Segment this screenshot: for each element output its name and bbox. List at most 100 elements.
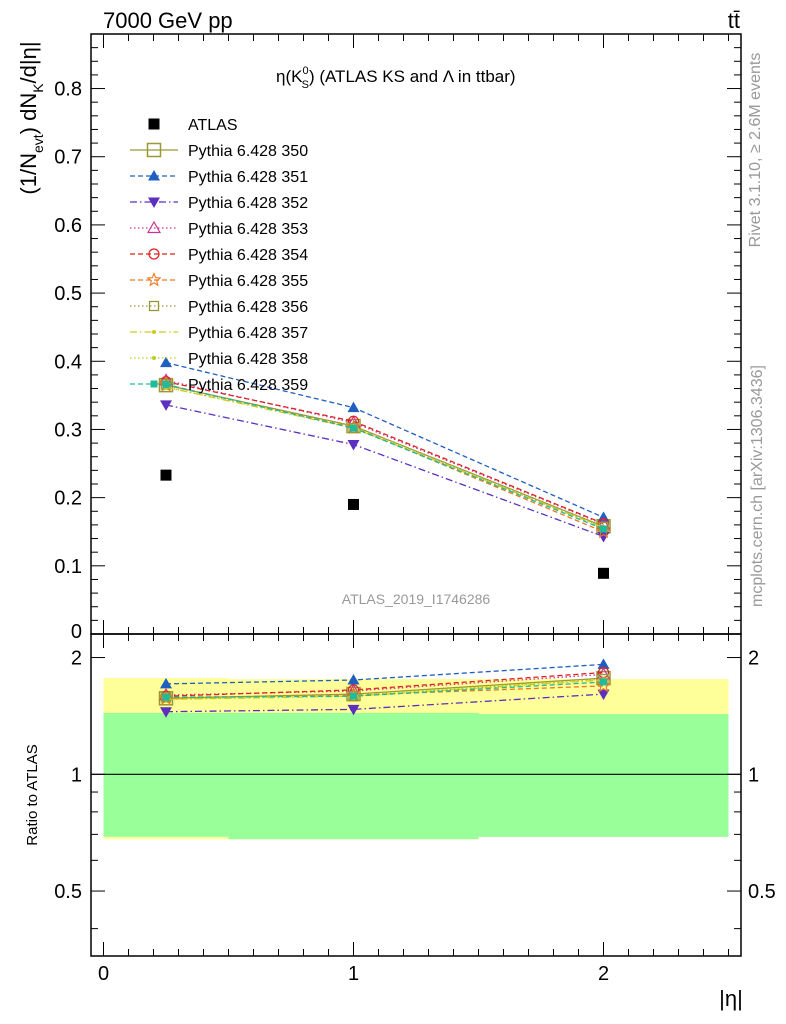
- ratio-series-352: [160, 689, 610, 718]
- legend-label: Pythia 6.428 357: [188, 325, 308, 342]
- ratio-point: [160, 707, 172, 718]
- legend-label: Pythia 6.428 350: [188, 143, 308, 160]
- band-green: [478, 714, 729, 837]
- legend-label: Pythia 6.428 356: [188, 299, 308, 316]
- ratio-panel: 0.5 0.5 1 1 2 2 0 1 2 Ratio to ATLAS |η|: [24, 633, 776, 1011]
- ratio-point: [597, 658, 610, 669]
- data-point: [347, 439, 360, 451]
- ratio-point: [347, 674, 360, 685]
- header-process: tt̄: [728, 8, 740, 33]
- legend-entry: Pythia 6.428 352: [130, 195, 308, 212]
- ratio-line: [165, 693, 604, 713]
- legend-label: ATLAS: [188, 117, 238, 134]
- ratio-series-359: [162, 678, 607, 701]
- legend-marker: [152, 356, 156, 360]
- main-panel: 0.1 0.2 0.3 0.4 0.5 0.6 0.7 0.8 0 η(K0 S) (ATLAS …: [16, 33, 742, 643]
- series-atlas: [160, 469, 609, 579]
- xtick-label: 0: [98, 963, 109, 985]
- ratio-point: [597, 689, 610, 701]
- legend-label: Pythia 6.428 351: [188, 169, 308, 186]
- ratio-bands: [91, 678, 741, 840]
- legend-entry: Pythia 6.428 354: [130, 247, 308, 264]
- series-line: [165, 381, 604, 525]
- xtick-label: 2: [598, 963, 609, 985]
- data-point: [160, 400, 172, 411]
- legend-entry: Pythia 6.428 350: [130, 142, 308, 160]
- series-line: [165, 383, 604, 530]
- main-ylabel: (1/Nevt) dNK/d|η|: [16, 41, 46, 194]
- ratio-xtick-labels: 0 1 2: [98, 963, 609, 985]
- legend-label: Pythia 6.428 352: [188, 195, 308, 212]
- ratio-point: [600, 678, 607, 686]
- legend-entry: Pythia 6.428 353: [130, 220, 308, 238]
- data-point: [160, 469, 172, 481]
- legend-label: Pythia 6.428 354: [188, 247, 308, 264]
- series-line: [165, 386, 604, 529]
- legend-marker: [148, 300, 160, 312]
- ratio-line: [165, 679, 604, 701]
- ratio-ytick-label-right: 2: [748, 648, 759, 670]
- series-359: [162, 380, 607, 533]
- data-point: [160, 356, 172, 368]
- series-352: [160, 400, 610, 543]
- main-ytick-label: 0.2: [54, 488, 82, 510]
- data-point: [598, 567, 609, 579]
- legend-label: Pythia 6.428 359: [188, 377, 308, 394]
- chart-title: η(K0 S) (ATLAS KS and Λ in ttbar): [276, 65, 516, 91]
- series-line: [165, 404, 604, 538]
- main-ytick-label: 0.4: [54, 351, 82, 373]
- series-line: [165, 384, 604, 533]
- main-ytick-label: 0.5: [54, 283, 82, 305]
- ratio-point: [160, 677, 172, 689]
- series-line: [165, 386, 604, 528]
- data-point: [350, 424, 357, 432]
- series-350: [158, 377, 611, 534]
- series-line: [165, 383, 604, 528]
- legend-label: Pythia 6.428 358: [188, 351, 308, 368]
- ratio-ytick-label-right: 0.5: [748, 881, 776, 903]
- ratio-ylabel: Ratio to ATLAS: [24, 744, 41, 845]
- ratio-frame: [90, 633, 742, 957]
- rivet-label: Rivet 3.1.10, ≥ 2.6M events: [747, 53, 764, 248]
- main-ytick-label: 0.3: [54, 419, 82, 441]
- ratio-ytick-label: 0.5: [54, 881, 82, 903]
- main-ytick-label-zero: 0: [71, 621, 82, 643]
- main-ytick-label: 0.8: [54, 79, 82, 101]
- main-ytick-label: 0.6: [54, 215, 82, 237]
- xtick-label: 1: [348, 963, 359, 985]
- legend-entry: ATLAS: [148, 117, 238, 134]
- ratio-series-351: [160, 658, 610, 689]
- legend-entry: Pythia 6.428 356: [130, 299, 308, 316]
- legend-entry: Pythia 6.428 359: [130, 377, 308, 394]
- ratio-point: [162, 693, 170, 701]
- legend-marker: [152, 330, 156, 334]
- data-point: [600, 525, 607, 533]
- series-356: [160, 379, 609, 533]
- header-energy: 7000 GeV pp: [103, 8, 233, 33]
- legend-marker: [148, 248, 160, 260]
- legend: ATLAS Pythia 6.428 350 Pythia 6.428 351 Pyt…: [130, 117, 308, 394]
- legend-entry: Pythia 6.428 358: [130, 351, 308, 368]
- xlabel: |η|: [719, 986, 743, 1011]
- ratio-ytick-label: 2: [71, 648, 82, 670]
- series-line: [165, 384, 604, 527]
- legend-marker: [150, 380, 158, 388]
- series-line: [165, 379, 604, 525]
- ratio-ytick-label-right: 1: [748, 764, 759, 786]
- ratio-ytick-labels: 0.5 0.5 1 1 2 2: [54, 648, 776, 904]
- data-point: [347, 401, 360, 413]
- ratio-point: [347, 704, 360, 716]
- series-355: [158, 377, 612, 539]
- data-point: [348, 498, 359, 510]
- legend-label: Pythia 6.428 355: [188, 273, 308, 290]
- main-ytick-labels: 0.1 0.2 0.3 0.4 0.5 0.6 0.7 0.8 0: [54, 79, 82, 643]
- series-358: [164, 385, 606, 529]
- legend-marker: [146, 271, 162, 287]
- band-green: [228, 712, 479, 840]
- legend-marker: [146, 142, 162, 158]
- legend-entry: Pythia 6.428 351: [130, 169, 308, 186]
- main-ytick-label: 0.1: [54, 556, 82, 578]
- ratio-point: [350, 692, 357, 700]
- legend-marker: [148, 197, 160, 208]
